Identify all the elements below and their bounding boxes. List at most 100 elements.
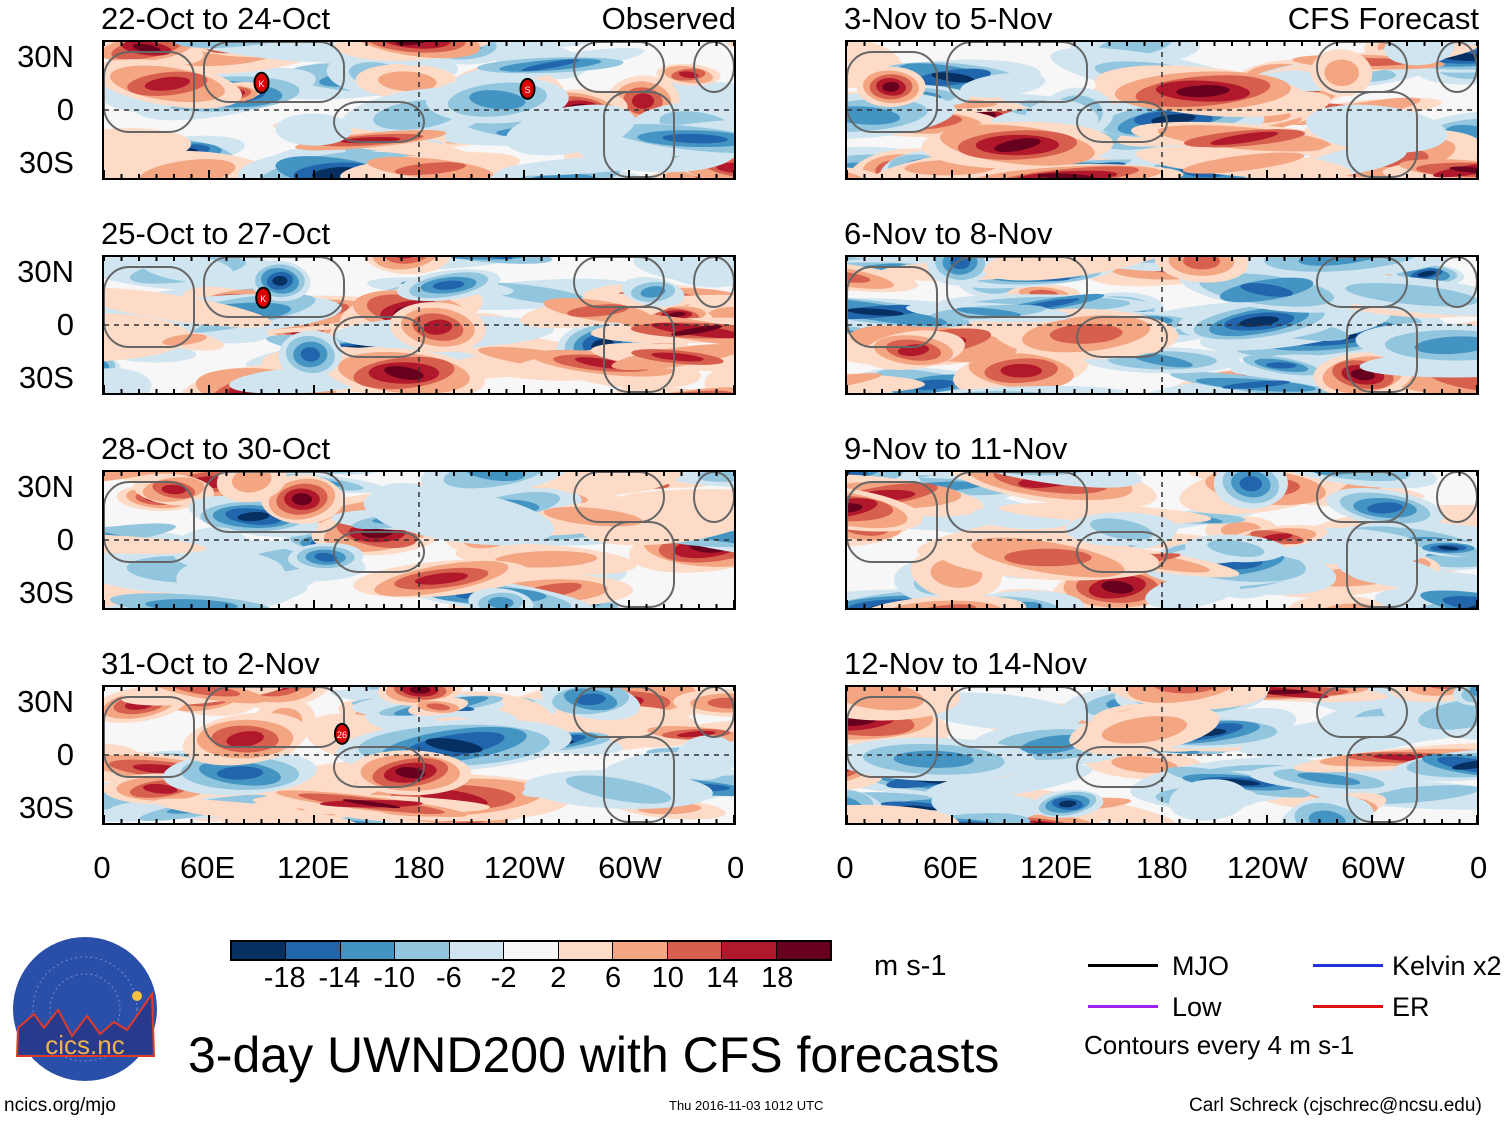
wind-anomaly-contour <box>1240 283 1294 297</box>
coastline <box>1076 531 1168 573</box>
wind-anomaly-contour <box>662 133 728 144</box>
coastline <box>1076 316 1168 358</box>
wind-anomaly-contour <box>1257 689 1310 695</box>
wind-anomaly-contour <box>426 703 451 711</box>
coastline <box>1316 257 1408 308</box>
coastline <box>693 42 734 93</box>
wind-anomaly-contour <box>1101 580 1134 594</box>
latitude-label: 30N <box>17 469 74 504</box>
coastline <box>203 257 345 318</box>
wind-anomaly-contour <box>1038 173 1096 178</box>
wind-anomaly-contour <box>1287 472 1411 482</box>
legend-line-kelvin <box>1313 964 1383 967</box>
coastline <box>603 91 675 178</box>
map-panel <box>845 470 1479 610</box>
wind-anomaly-contour <box>104 368 152 393</box>
wind-anomaly-contour <box>409 687 431 694</box>
wind-anomaly-contour <box>633 257 734 286</box>
longitude-label: 60W <box>1341 850 1405 885</box>
wind-anomaly-contour <box>425 738 483 753</box>
panel-title: 12-Nov to 14-Nov <box>844 646 1087 681</box>
wind-anomaly-contour <box>154 798 358 823</box>
coastline <box>203 42 345 103</box>
footer-timestamp: Thu 2016-11-03 1012 UTC <box>669 1098 824 1113</box>
wind-anomaly-contour <box>161 484 186 495</box>
wind-anomaly-contour <box>704 366 734 393</box>
wind-anomaly-contour <box>272 275 288 286</box>
footer-url[interactable]: ncics.org/mjo <box>4 1095 116 1116</box>
colorbar-swatch <box>286 942 341 959</box>
legend-label-er: ER <box>1392 992 1430 1022</box>
wind-anomaly-contour <box>342 799 401 809</box>
storm-label: 26 <box>337 730 347 740</box>
coastline <box>1436 257 1477 308</box>
figure-title: 3-day UWND200 with CFS forecasts <box>188 1027 1000 1083</box>
wind-anomaly-contour <box>1384 42 1455 66</box>
wind-anomaly-contour <box>1221 380 1290 389</box>
wind-anomaly-contour <box>1000 363 1042 378</box>
coastline <box>573 257 665 308</box>
wind-anomaly-contour <box>651 352 704 362</box>
latitude-label: 0 <box>56 307 74 342</box>
coastline <box>603 306 675 393</box>
latitude-label: 30N <box>17 39 74 74</box>
coastline <box>104 266 195 348</box>
contour-note: Contours every 4 m s-1 <box>1084 1030 1355 1060</box>
coastline <box>1076 101 1168 143</box>
wind-anomaly-contour <box>667 311 686 318</box>
coastline <box>1436 42 1477 93</box>
storm-label: K <box>258 79 264 89</box>
longitude-label: 120W <box>1226 850 1308 885</box>
wind-anomaly-contour <box>378 71 437 92</box>
wind-anomaly-contour <box>847 308 904 316</box>
wind-anomaly-contour <box>1298 257 1388 266</box>
wind-anomaly-contour <box>162 333 207 346</box>
wind-anomaly-contour <box>104 472 207 483</box>
wind-anomaly-contour <box>414 572 469 585</box>
wind-anomaly-contour <box>1308 810 1346 823</box>
wind-anomaly-contour <box>216 766 264 780</box>
wind-anomaly-contour <box>631 93 655 109</box>
wind-anomaly-contour <box>465 472 525 482</box>
coastline <box>1436 472 1477 523</box>
colorbar-swatch <box>504 942 559 959</box>
colorbar-swatch <box>232 942 287 959</box>
coastline <box>946 472 1088 533</box>
wind-anomaly-contour <box>104 533 207 555</box>
wind-anomaly-contour <box>1176 85 1230 98</box>
coastline <box>1076 746 1168 788</box>
longitude-label: 0 <box>836 850 854 885</box>
wind-anomaly-contour <box>1417 270 1436 277</box>
wind-anomaly-contour <box>911 604 976 608</box>
wind-anomaly-contour <box>640 286 666 298</box>
wind-anomaly-contour <box>395 767 426 779</box>
colorbar-swatch <box>558 942 614 959</box>
wind-anomaly-contour <box>1297 772 1361 786</box>
legend-line-mjo <box>1088 964 1158 967</box>
wind-anomaly-contour <box>144 76 191 91</box>
coastline <box>104 481 195 563</box>
coastline <box>1346 306 1418 393</box>
wind-anomaly-contour <box>1169 779 1249 821</box>
wind-anomaly-contour <box>1101 715 1187 744</box>
colorbar-label: -14 <box>318 962 361 994</box>
wind-anomaly-contour <box>893 750 974 768</box>
wind-anomaly-contour <box>847 373 882 393</box>
wind-anomaly-contour <box>900 385 1130 393</box>
colorbar-swatch <box>722 942 777 959</box>
longitude-label: 120W <box>483 850 565 885</box>
wind-anomaly-contour <box>1049 323 1123 344</box>
wind-anomaly-contour <box>226 731 264 748</box>
coastline <box>1346 736 1418 823</box>
wind-anomaly-contour <box>1090 518 1153 541</box>
latitude-label: 30S <box>18 145 74 180</box>
wind-anomaly-contour <box>675 735 734 781</box>
latitude-label: 30S <box>18 790 74 825</box>
wind-anomaly-contour <box>994 138 1041 152</box>
legend-label-mjo: MJO <box>1172 951 1229 981</box>
wind-anomaly-contour <box>384 366 424 380</box>
longitude-label: 120E <box>276 850 350 885</box>
coastline <box>946 42 1088 103</box>
storm-label: K <box>260 294 266 304</box>
wind-anomaly-contour <box>1461 687 1477 704</box>
